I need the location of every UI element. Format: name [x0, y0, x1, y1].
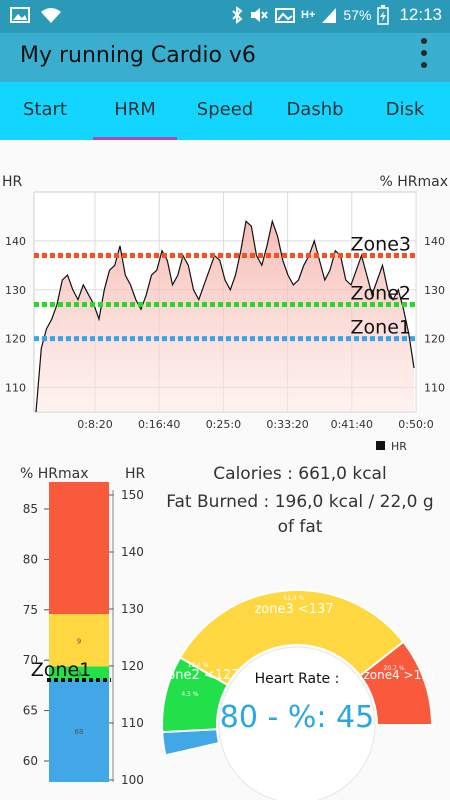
- zone-bar-segment: [49, 614, 109, 667]
- zone-bar-marker-label: Zone1: [31, 659, 91, 681]
- y-tick-label-left: 140: [5, 235, 26, 248]
- summary-panel: Calories : 661,0 kcal Fat Burned : 196,0…: [150, 462, 450, 540]
- hr-line-chart: HR % HRmax Zone3 Zone2 Zone1 0:8:20 0:16:40…: [2, 174, 448, 453]
- network-type: H+: [301, 9, 316, 21]
- gauge-value: 80 - %: 45: [220, 700, 374, 735]
- gauge-zone2-label: zone2 <127: [160, 668, 239, 683]
- zone-bar-right-tick: 110: [121, 716, 144, 730]
- zone-bar-chart: % HRmax HR 9 9 68 Zone1 60 65 70 75 80 85 100 110 1…: [20, 466, 146, 787]
- zone-bar-left-tick: 65: [23, 704, 38, 718]
- x-tick-label: 0:50:0: [398, 418, 433, 431]
- gauge-zone3-arc: [178, 589, 405, 687]
- mute-icon: [251, 8, 268, 22]
- y-tick-label-right: 130: [424, 284, 445, 297]
- zone-bar-right-tick: 100: [121, 773, 144, 787]
- y-tick-label-right: 140: [424, 235, 445, 248]
- calories-text: Calories : 661,0 kcal: [213, 464, 387, 484]
- x-tick-label: 0:33:20: [266, 418, 308, 431]
- legend-label: HR: [391, 440, 407, 453]
- battery-icon: [377, 5, 390, 25]
- tab-disk[interactable]: Disk: [385, 99, 425, 120]
- fat-burned-text: Fat Burned : 196,0 kcal / 22,0 g: [166, 492, 434, 512]
- zone-bar-left-tick: 75: [23, 603, 38, 617]
- signal-icon: [322, 8, 337, 23]
- zone-bar-segment-label: 9: [77, 637, 81, 645]
- heart-rate-gauge: 61.4 %zone3 <137 13.4 %zone2 <127 20.7 %zo…: [160, 589, 437, 800]
- photo-icon: [10, 7, 30, 23]
- y-tick-label-right: 110: [424, 382, 445, 395]
- zone-bar-segment: [49, 482, 109, 614]
- app-bar: My running Cardio v6: [0, 33, 450, 82]
- zone-bar-right-title: HR: [125, 466, 146, 482]
- left-axis-title: HR: [2, 174, 23, 190]
- zone-bar-right-tick: 140: [121, 545, 144, 559]
- zone-bar-left-tick: 60: [23, 754, 38, 768]
- gauge-zone1-arc: [161, 728, 221, 757]
- tab-hrm[interactable]: HRM: [90, 82, 180, 140]
- tab-dashb[interactable]: Dashb: [286, 99, 344, 120]
- gauge-title: Heart Rate :: [255, 671, 340, 687]
- hr-area-fill: [36, 221, 414, 412]
- x-tick-label: 0:8:20: [77, 418, 112, 431]
- x-tick-label: 0:16:40: [138, 418, 180, 431]
- gauge-zone4-arc: [358, 640, 434, 726]
- zone-bar-left-tick: 85: [23, 502, 38, 516]
- zone-bar-segment: [49, 666, 109, 680]
- zone-bar-right-tick: 120: [121, 659, 144, 673]
- clock: 12:13: [399, 5, 442, 24]
- bluetooth-icon: [232, 6, 243, 24]
- overflow-menu-icon[interactable]: [420, 38, 428, 78]
- tab-speed[interactable]: Speed: [196, 99, 254, 120]
- zone-bar-segment-label: 68: [75, 728, 84, 736]
- zone-bar-segment: [49, 680, 109, 782]
- legend-swatch: [376, 441, 385, 450]
- gauge-zone2-pct: 13.4 %: [188, 662, 209, 669]
- image-icon: [275, 8, 296, 23]
- zone-bar-left-tick: 80: [23, 552, 38, 566]
- hr-series-line: [35, 219, 415, 413]
- gauge-zone4-pct: 20.7 %: [384, 665, 405, 672]
- zone-bar-right-tick: 150: [121, 488, 144, 502]
- gauge-zone4-label: zone4 >137: [363, 668, 436, 682]
- gauge-center: [218, 646, 376, 800]
- y-tick-label-left: 120: [5, 333, 26, 346]
- gauge-zone1-pct: 4.5 %: [181, 691, 198, 698]
- battery-percent: 57%: [343, 7, 372, 23]
- y-tick-label-right: 120: [424, 333, 445, 346]
- zone-bar-left-title: % HRmax: [20, 466, 89, 482]
- status-bar: H+ 57% 12:13: [0, 0, 450, 33]
- tab-bar: Start HRM Speed Dashb Disk: [0, 82, 450, 140]
- wifi-icon: [41, 8, 61, 23]
- fat-burned-text-2: of fat: [277, 517, 323, 537]
- zone-bar-left-tick: 70: [23, 653, 38, 667]
- gauge-zone3-label: zone3 <137: [254, 602, 333, 617]
- tab-start[interactable]: Start: [23, 99, 67, 120]
- zone-label: Zone2: [351, 282, 411, 304]
- zone-label: Zone3: [351, 234, 411, 256]
- zone-bar-segment-label: 9: [77, 670, 81, 678]
- right-axis-title: % HRmax: [379, 174, 448, 190]
- zone-label: Zone1: [351, 317, 411, 339]
- gauge-zone3-pct: 61.4 %: [284, 595, 305, 602]
- app-title: My running Cardio v6: [20, 43, 256, 68]
- y-tick-label-left: 110: [5, 382, 26, 395]
- x-tick-label: 0:25:0: [206, 418, 241, 431]
- y-tick-label-left: 130: [5, 284, 26, 297]
- zone-bar-right-tick: 130: [121, 602, 144, 616]
- x-tick-label: 0:41:40: [331, 418, 373, 431]
